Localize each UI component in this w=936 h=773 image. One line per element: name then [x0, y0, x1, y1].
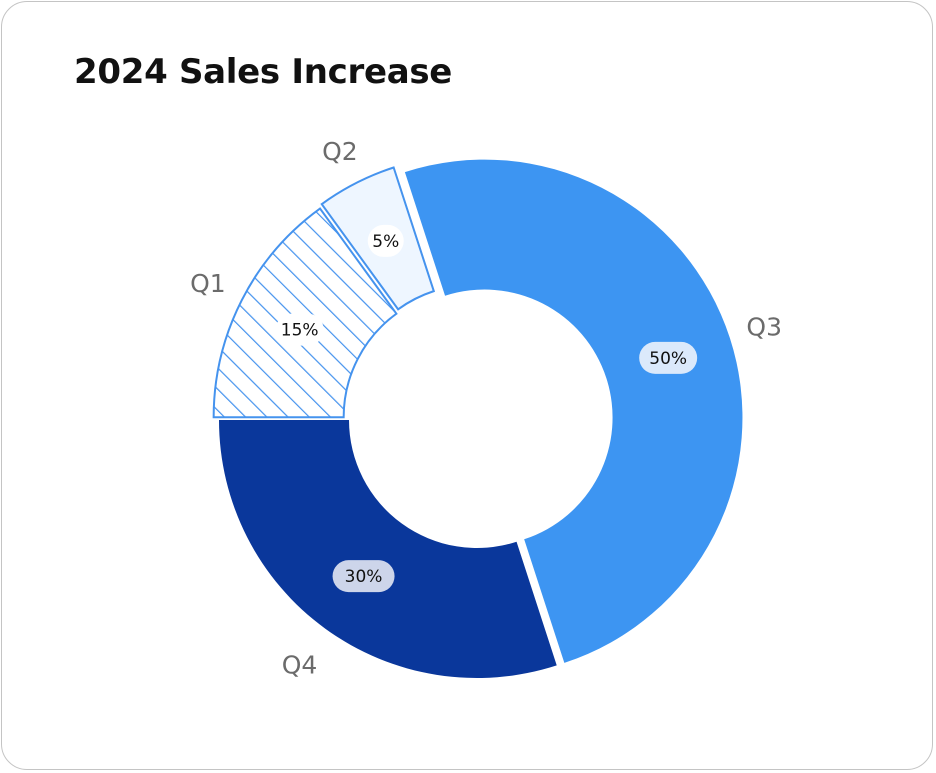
- value-label-q3: 50%: [649, 349, 687, 369]
- slice-q3: [404, 159, 743, 663]
- labels-group: 15% Q1 5% Q2 50% Q3 30% Q4: [190, 137, 782, 679]
- category-label-q1: Q1: [190, 269, 226, 298]
- value-pill-q3: [639, 341, 698, 374]
- value-pill-q1: [275, 313, 324, 346]
- category-label-q3: Q3: [746, 313, 782, 342]
- chart-title: 2024 Sales Increase: [74, 52, 453, 92]
- value-label-q2: 5%: [372, 232, 399, 252]
- slices-group: [212, 159, 743, 678]
- value-pill-q4: [332, 560, 395, 593]
- category-label-q4: Q4: [282, 650, 318, 679]
- slice-q4: [219, 420, 557, 678]
- category-label-q2: Q2: [322, 137, 358, 166]
- value-label-q4: 30%: [345, 567, 383, 587]
- value-label-q1: 15%: [281, 321, 319, 341]
- value-pill-q2: [367, 224, 404, 257]
- slice-q1: [212, 207, 398, 419]
